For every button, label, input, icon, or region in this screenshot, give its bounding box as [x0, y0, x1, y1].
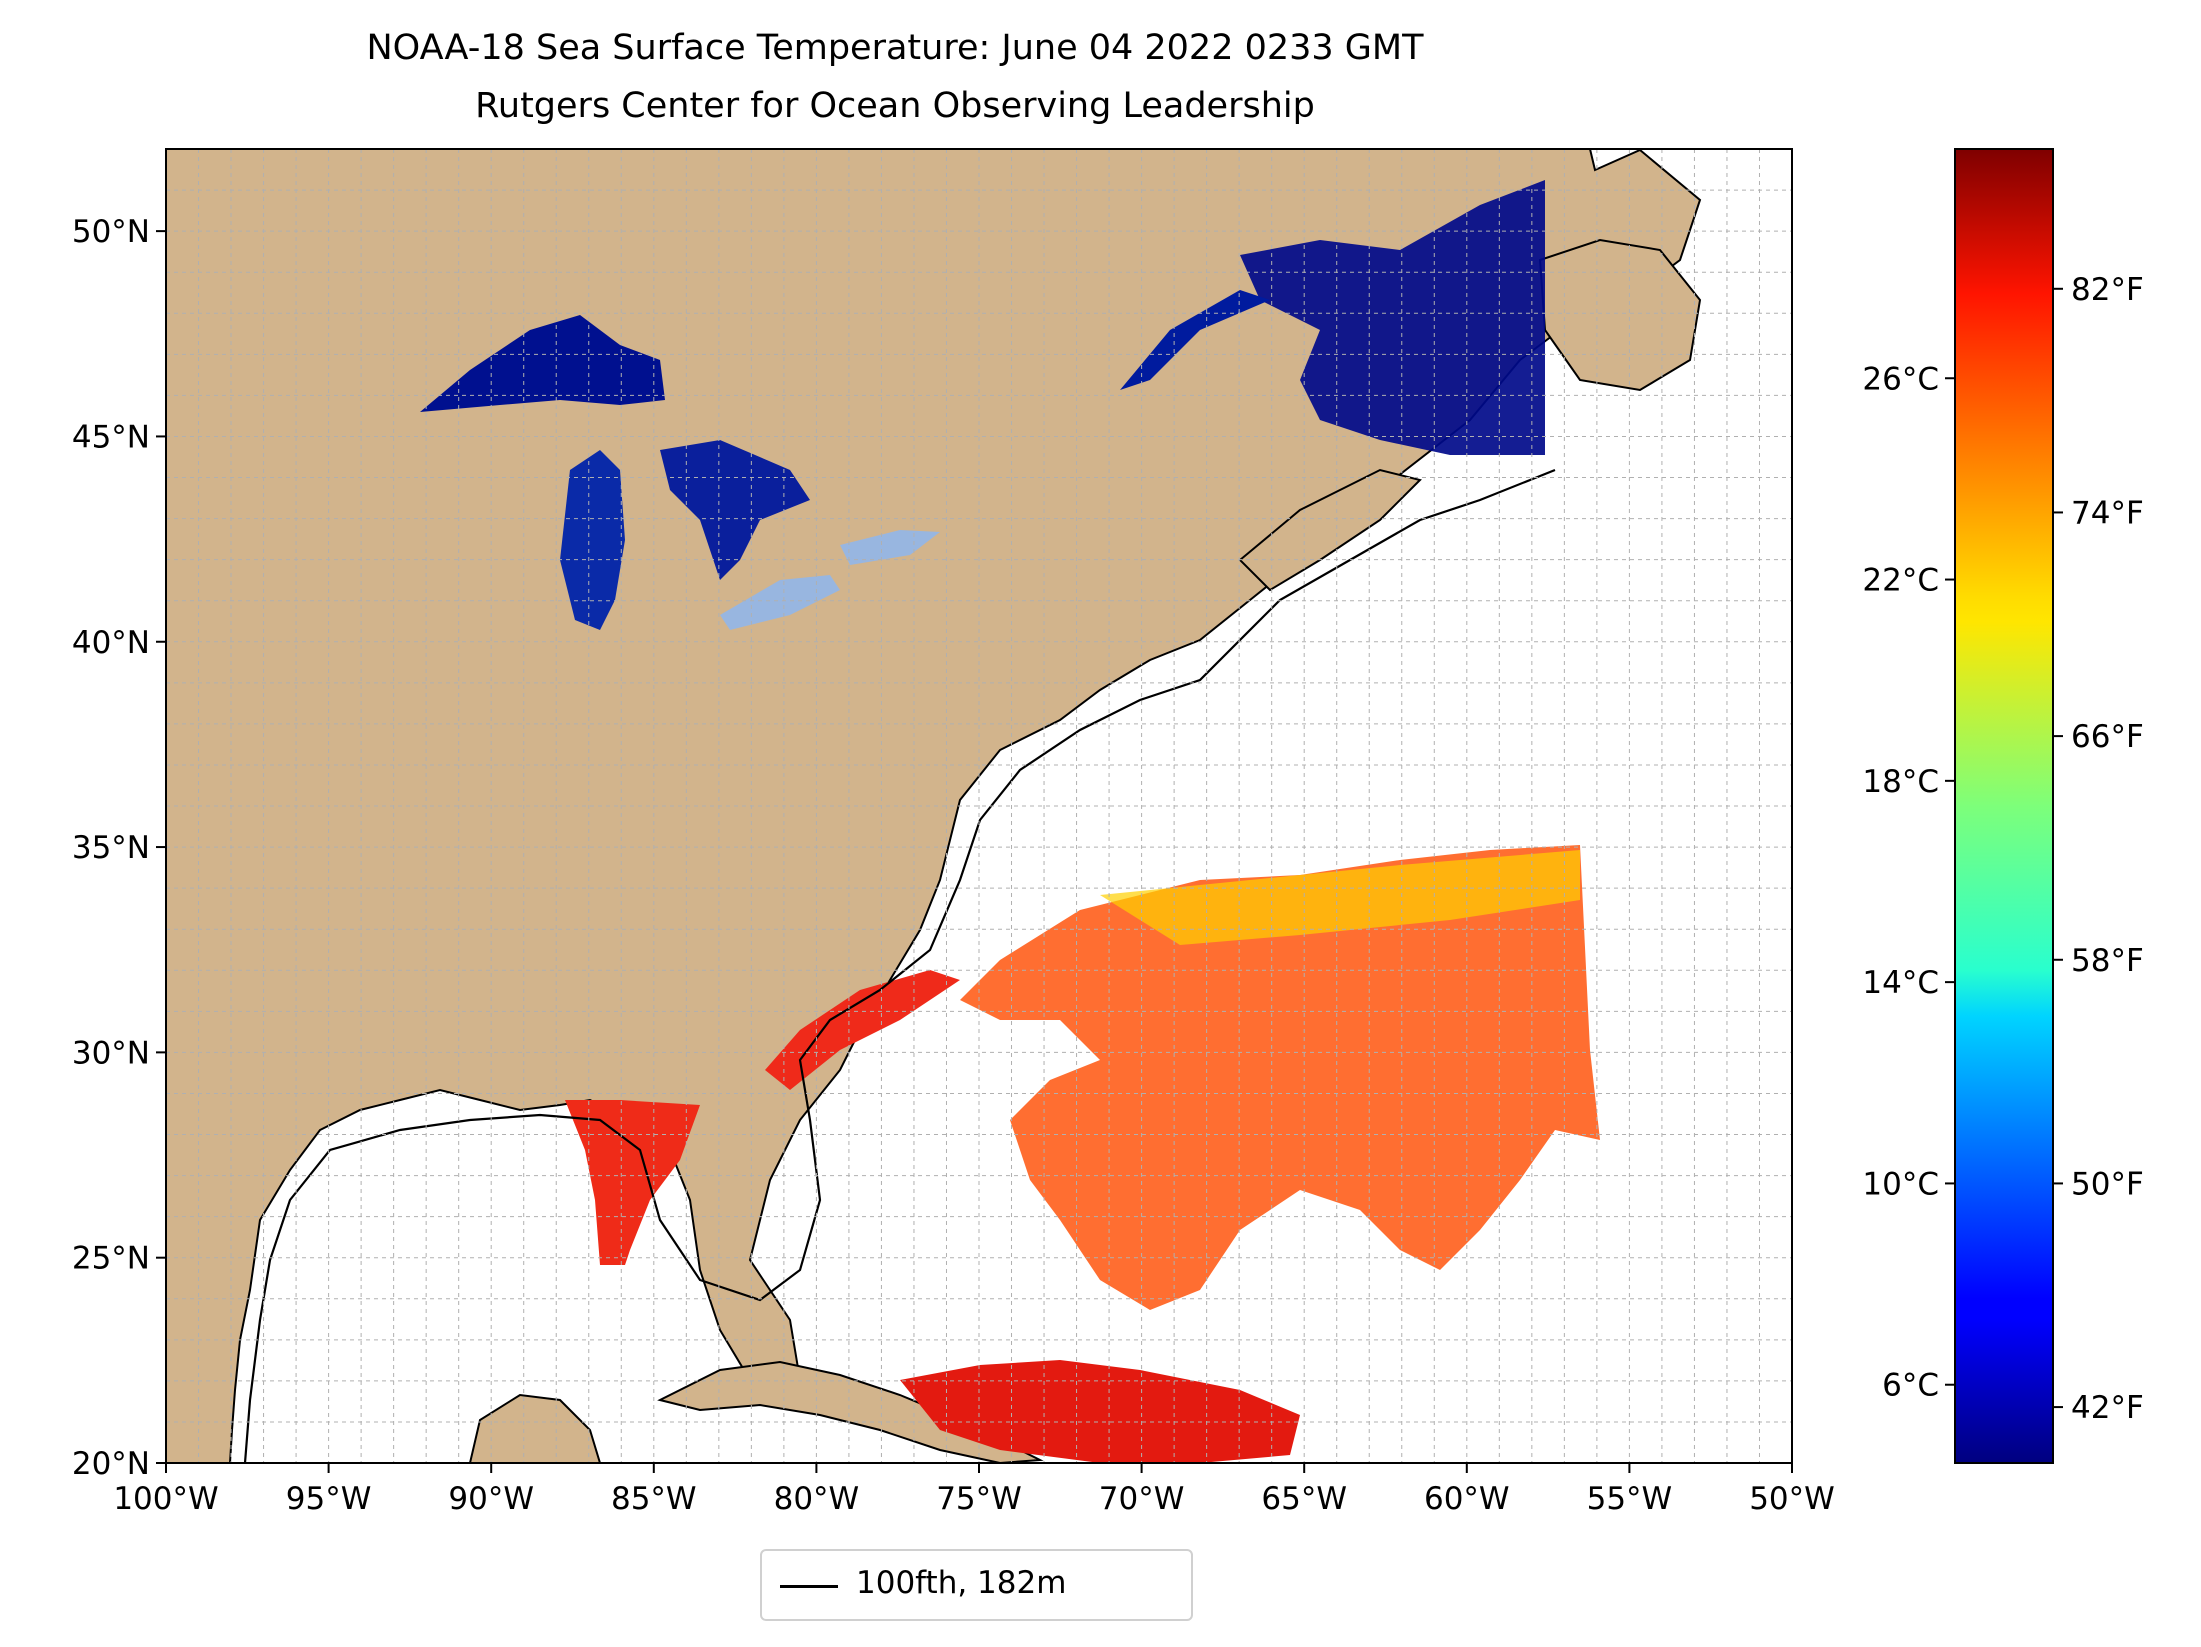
latitude-ticks: 20°N 25°N 30°N 35°N 40°N 45°N 50°N: [72, 214, 166, 1482]
celsius-tick-label: 10°C: [1862, 1166, 1939, 1202]
longitude-ticks: 100°W 95°W 90°W 85°W 80°W 75°W 70°W 65°W 60°W 55°…: [113, 1463, 1835, 1517]
colorbar-gradient: [1954, 148, 2054, 1464]
legend-line-swatch: [780, 1585, 838, 1588]
fahrenheit-tick-label: 74°F: [2071, 495, 2144, 531]
lake-superior: [420, 315, 665, 412]
lon-tick-label: 50°W: [1749, 1481, 1835, 1517]
lon-tick-label: 90°W: [448, 1481, 534, 1517]
chart-title: NOAA-18 Sea Surface Temperature: June 04…: [366, 28, 1424, 68]
lon-tick-label: 85°W: [611, 1481, 697, 1517]
lake-ontario: [840, 530, 940, 565]
gulf-warm-sst-patch: [565, 1100, 700, 1265]
celsius-tick-label: 22°C: [1862, 563, 1939, 599]
yucatan: [468, 1393, 602, 1463]
lon-tick-label: 95°W: [286, 1481, 372, 1517]
colorbar-fahrenheit-ticks: 42°F 50°F 58°F 66°F 74°F 82°F: [2053, 272, 2144, 1426]
lat-tick-label: 20°N: [72, 1446, 150, 1482]
colorbar: 6°C 10°C 14°C 18°C 22°C 26°C 42°F 50°F 58°F 66°F…: [1862, 148, 2144, 1464]
newfoundland: [1538, 238, 1702, 392]
lat-tick-label: 50°N: [72, 214, 150, 250]
legend-label: 100fth, 182m: [856, 1565, 1067, 1601]
caribbean-warm-sst-patch: [900, 1360, 1300, 1463]
lon-tick-label: 70°W: [1099, 1481, 1185, 1517]
lon-tick-label: 75°W: [936, 1481, 1022, 1517]
gulf-of-st-lawrence-sst: [1240, 180, 1545, 455]
fahrenheit-tick-label: 50°F: [2071, 1166, 2144, 1202]
lat-tick-label: 25°N: [72, 1241, 150, 1277]
lat-tick-label: 40°N: [72, 625, 150, 661]
lake-huron: [660, 440, 810, 580]
lat-tick-label: 35°N: [72, 830, 150, 866]
southeast-coast-sst-strip: [765, 970, 960, 1090]
fahrenheit-tick-label: 42°F: [2071, 1390, 2144, 1426]
lat-tick-label: 30°N: [72, 1035, 150, 1071]
nova-scotia: [1238, 468, 1422, 592]
cuba: [657, 1360, 1044, 1463]
lon-tick-label: 55°W: [1587, 1481, 1673, 1517]
graticule: [166, 149, 1792, 1463]
lon-tick-label: 100°W: [113, 1481, 218, 1517]
chart-subtitle: Rutgers Center for Ocean Observing Leade…: [475, 86, 1315, 126]
colorbar-celsius-ticks: 6°C 10°C 14°C 18°C 22°C 26°C: [1862, 361, 1955, 1404]
map-area: 100°W 95°W 90°W 85°W 80°W 75°W 70°W 65°W 60°W 55°…: [72, 148, 1835, 1517]
st-lawrence-estuary-sst: [1120, 290, 1270, 390]
celsius-tick-label: 26°C: [1862, 361, 1939, 397]
isobath-100fth: [243, 468, 1556, 1463]
lat-tick-label: 45°N: [72, 419, 150, 455]
atlantic-yellow-sst-band: [1100, 850, 1580, 945]
fahrenheit-tick-label: 66°F: [2071, 719, 2144, 755]
atlantic-warm-sst-patch: [960, 845, 1600, 1310]
fahrenheit-tick-label: 58°F: [2071, 943, 2144, 979]
lake-michigan: [560, 450, 625, 630]
celsius-tick-label: 6°C: [1882, 1368, 1939, 1404]
celsius-tick-label: 14°C: [1862, 965, 1939, 1001]
lon-tick-label: 65°W: [1261, 1481, 1347, 1517]
fahrenheit-tick-label: 82°F: [2071, 272, 2144, 308]
celsius-tick-label: 18°C: [1862, 764, 1939, 800]
lon-tick-label: 80°W: [774, 1481, 860, 1517]
lon-tick-label: 60°W: [1424, 1481, 1510, 1517]
legend: 100fth, 182m: [760, 1549, 1193, 1621]
lake-erie: [720, 575, 840, 630]
